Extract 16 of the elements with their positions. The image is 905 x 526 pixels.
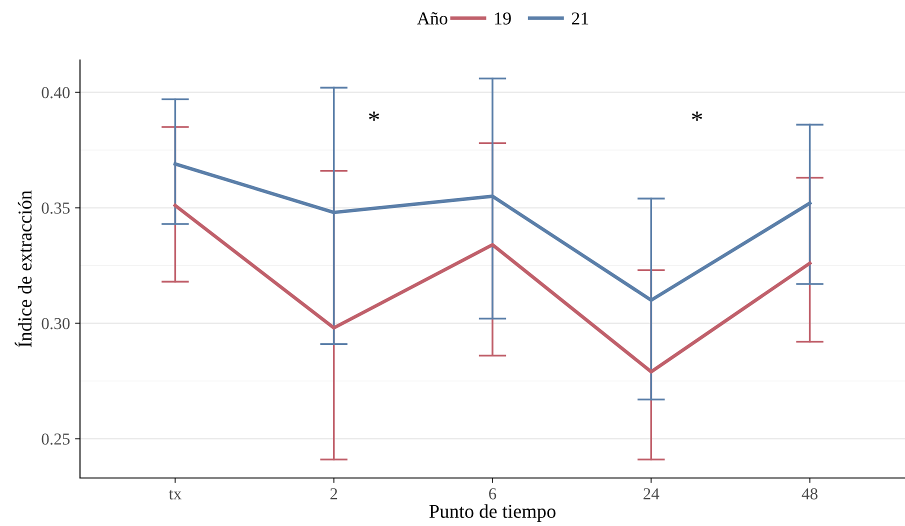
- y-tick-label: 0.40: [42, 87, 70, 98]
- y-tick-label: 0.35: [42, 202, 70, 214]
- legend-label: 19: [495, 12, 511, 25]
- x-tick-label: 24: [644, 488, 660, 500]
- x-tick-label: 48: [802, 488, 818, 500]
- x-tick-label: tx: [168, 490, 182, 500]
- x-axis-title: Punto de tiempo: [429, 504, 556, 522]
- annotation: *: [368, 112, 380, 121]
- legend-title: Año: [417, 12, 448, 25]
- y-axis-title: Índice de extracción: [14, 190, 32, 348]
- annotation: *: [692, 112, 702, 121]
- legend-label: 21: [572, 12, 588, 24]
- x-tick-label: 6: [489, 488, 496, 500]
- x-tick-label: 2: [330, 488, 338, 500]
- y-tick-label: 0.30: [42, 318, 70, 330]
- y-tick-label: 0.25: [42, 433, 70, 445]
